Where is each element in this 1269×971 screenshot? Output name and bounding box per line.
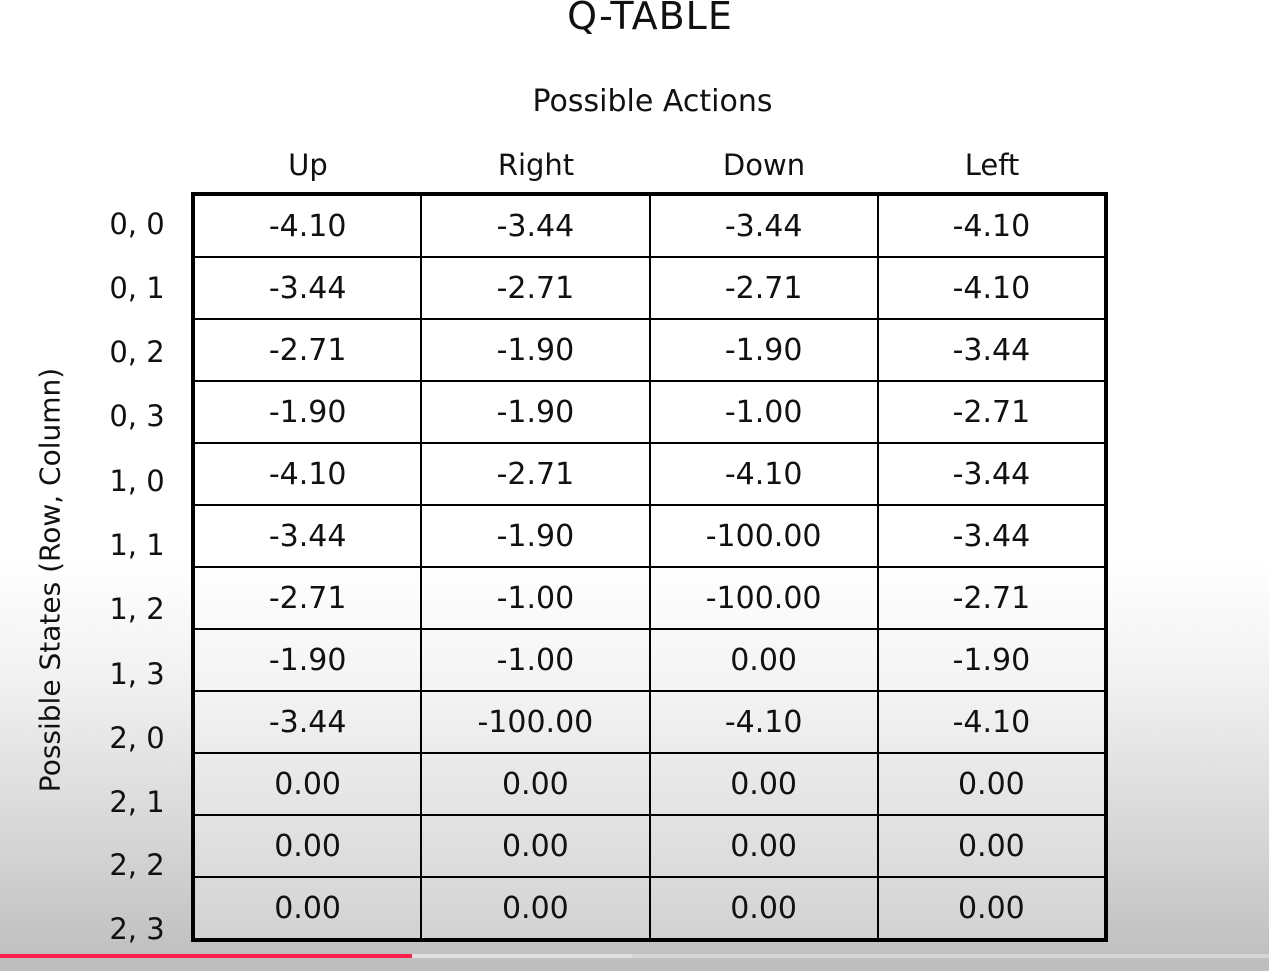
table-cell: 0.00 [876, 876, 1108, 941]
table-cell: -1.90 [420, 380, 651, 444]
table-cell: -1.90 [420, 318, 651, 382]
table-cell: 0.00 [191, 814, 423, 878]
table-cell: 0.00 [191, 752, 423, 816]
table-cell: -1.90 [648, 318, 879, 382]
table-cell: -4.10 [876, 256, 1108, 320]
actions-axis-label: Possible Actions [532, 84, 773, 119]
row-label: 2, 3 [109, 912, 165, 946]
table-cell: 0.00 [191, 876, 423, 941]
table-cell: -4.10 [191, 193, 423, 258]
column-header-down: Down [722, 148, 806, 182]
states-axis-label: Possible States (Row, Column) [33, 367, 67, 793]
table-cell: -3.44 [420, 193, 651, 258]
table-cell: 0.00 [420, 752, 651, 816]
column-header-right: Right [497, 148, 575, 182]
table-cell: 0.00 [876, 814, 1108, 878]
table-cell: -4.10 [191, 442, 423, 506]
table-cell: -2.71 [876, 566, 1108, 630]
row-label: 1, 3 [109, 657, 165, 691]
table-cell: -1.90 [876, 628, 1108, 692]
q-table: -4.10 -3.44 -3.44 -4.10 -3.44 -2.71 -2.7… [191, 192, 1108, 942]
row-label: 0, 2 [109, 335, 165, 369]
row-label: 2, 2 [109, 848, 165, 882]
table-row: 0.00 0.00 0.00 0.00 [191, 876, 1108, 941]
table-row: -1.90 -1.00 0.00 -1.90 [191, 628, 1108, 692]
table-cell: 0.00 [876, 752, 1108, 816]
table-cell: -1.00 [420, 628, 651, 692]
column-header-left: Left [964, 148, 1020, 182]
table-row: -3.44 -2.71 -2.71 -4.10 [191, 256, 1108, 320]
table-row: -4.10 -2.71 -4.10 -3.44 [191, 442, 1108, 506]
table-cell: 0.00 [648, 876, 879, 941]
table-row: -1.90 -1.90 -1.00 -2.71 [191, 380, 1108, 444]
page-title: Q-TABLE [567, 0, 733, 38]
row-label: 0, 1 [109, 271, 165, 305]
row-label: 2, 1 [109, 785, 165, 819]
table-cell: -3.44 [876, 442, 1108, 506]
table-cell: -3.44 [191, 256, 423, 320]
table-row: -2.71 -1.90 -1.90 -3.44 [191, 318, 1108, 382]
table-cell: -3.44 [191, 690, 423, 754]
table-cell: -1.00 [648, 380, 879, 444]
table-row: 0.00 0.00 0.00 0.00 [191, 752, 1108, 816]
table-cell: -1.90 [420, 504, 651, 568]
table-row: -3.44 -1.90 -100.00 -3.44 [191, 504, 1108, 568]
table-cell: -2.71 [420, 256, 651, 320]
column-header-up: Up [288, 148, 328, 182]
table-cell: -100.00 [420, 690, 651, 754]
table-cell: -1.00 [420, 566, 651, 630]
table-cell: -2.71 [876, 380, 1108, 444]
table-cell: -4.10 [876, 690, 1108, 754]
table-cell: 0.00 [420, 876, 651, 941]
row-label: 1, 2 [109, 592, 165, 626]
table-cell: -100.00 [648, 566, 879, 630]
table-cell: 0.00 [648, 752, 879, 816]
table-cell: 0.00 [648, 814, 879, 878]
table-cell: -3.44 [876, 318, 1108, 382]
table-cell: -1.90 [191, 380, 423, 444]
table-cell: 0.00 [648, 628, 879, 692]
table-row: 0.00 0.00 0.00 0.00 [191, 814, 1108, 878]
table-cell: -100.00 [648, 504, 879, 568]
video-progress-bar[interactable] [0, 954, 1269, 958]
video-played-indicator [0, 954, 412, 958]
table-cell: -2.71 [191, 566, 423, 630]
table-cell: 0.00 [420, 814, 651, 878]
table-cell: -3.44 [191, 504, 423, 568]
row-label: 1, 1 [109, 528, 165, 562]
table-cell: -3.44 [648, 193, 879, 258]
table-cell: -1.90 [191, 628, 423, 692]
table-row: -3.44 -100.00 -4.10 -4.10 [191, 690, 1108, 754]
table-cell: -4.10 [876, 193, 1108, 258]
table-row: -2.71 -1.00 -100.00 -2.71 [191, 566, 1108, 630]
table-cell: -4.10 [648, 690, 879, 754]
table-cell: -4.10 [648, 442, 879, 506]
table-cell: -3.44 [876, 504, 1108, 568]
table-cell: -2.71 [420, 442, 651, 506]
row-label: 0, 0 [109, 207, 165, 241]
table-cell: -2.71 [648, 256, 879, 320]
video-buffer-indicator [412, 954, 632, 958]
row-label: 2, 0 [109, 721, 165, 755]
row-label: 1, 0 [109, 464, 165, 498]
table-cell: -2.71 [191, 318, 423, 382]
row-label: 0, 3 [109, 399, 165, 433]
table-row: -4.10 -3.44 -3.44 -4.10 [191, 193, 1108, 258]
